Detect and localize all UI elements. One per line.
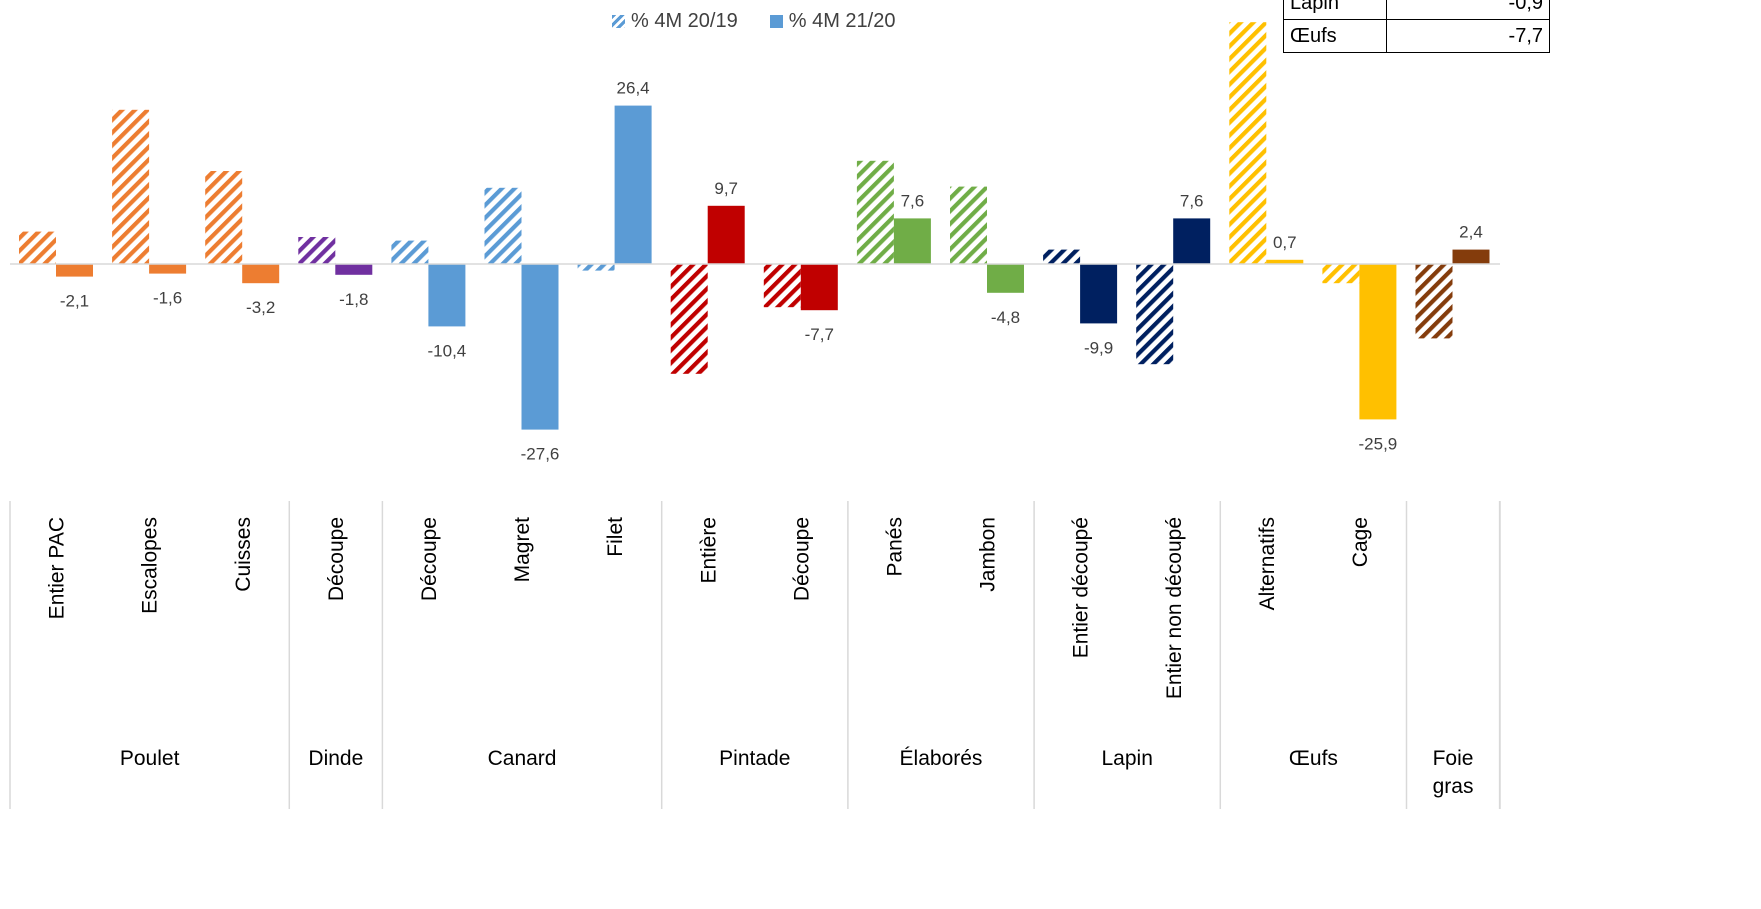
bar-series1	[763, 264, 801, 308]
bar-series1	[205, 171, 243, 264]
bar-series2	[428, 264, 466, 327]
bar-series2	[1080, 264, 1118, 324]
group-label: Lapin	[1102, 747, 1153, 770]
inset-table: Lapin -0,9 Œufs -7,7	[1283, 0, 1550, 53]
data-label: 26,4	[617, 79, 650, 98]
bar-series1	[1322, 264, 1360, 284]
category-label: Escalopes	[139, 517, 162, 614]
group-label: Œufs	[1289, 747, 1338, 770]
inset-label: Lapin	[1283, 0, 1387, 20]
bar-series1	[112, 109, 150, 264]
group-label: Pintade	[719, 747, 790, 770]
category-label: Découpe	[418, 517, 441, 601]
group-label: Canard	[488, 747, 557, 770]
bar-series2	[1452, 249, 1490, 264]
bar-series2	[1173, 218, 1211, 264]
group-label: Poulet	[120, 747, 180, 770]
inset-row: Lapin -0,9	[1283, 0, 1550, 20]
inset-value: -7,7	[1386, 19, 1550, 53]
data-label: 7,6	[901, 191, 925, 210]
category-label: Cuisses	[232, 517, 255, 592]
category-axis: Entier PAC Escalopes Cuisses Découpe Découpe…	[9, 263, 1501, 809]
bar-series2	[56, 264, 93, 277]
data-label: -10,4	[428, 341, 467, 360]
legend-label-series2: % 4M 21/20	[788, 10, 896, 32]
bar-series2	[707, 205, 745, 264]
data-labels-layer: -2,1 -1,6 -3,2 -1,8 -10,4 -27,6 26,4 9,7 -7,7 7,6…	[60, 79, 1483, 464]
bar-series2	[893, 218, 931, 264]
bar-series1	[1415, 264, 1453, 339]
category-label: Panés	[883, 517, 906, 577]
legend-item-series1: % 4M 20/19	[612, 10, 738, 33]
category-label: Cage	[1349, 517, 1372, 567]
bar-series1	[856, 160, 894, 264]
bar-series2	[800, 264, 838, 311]
category-label: Jambon	[977, 517, 1000, 592]
category-label: Entier PAC	[46, 517, 69, 619]
data-label: -2,1	[60, 292, 89, 311]
bar-series1	[950, 186, 987, 264]
data-label: -25,9	[1359, 434, 1398, 453]
legend-item-series2: % 4M 21/20	[769, 10, 896, 33]
bars-layer	[19, 22, 1490, 430]
category-label: Entier non découpé	[1163, 517, 1186, 699]
inset-row: Œufs -7,7	[1283, 19, 1550, 53]
data-label: -9,9	[1084, 338, 1113, 357]
data-label: 2,4	[1459, 223, 1483, 242]
legend-label-series1: % 4M 20/19	[631, 10, 738, 32]
legend: % 4M 20/19 % 4M 21/20	[612, 10, 895, 33]
bar-series2	[987, 264, 1024, 293]
group-label: Dinde	[308, 747, 363, 770]
category-label: Filet	[604, 517, 627, 557]
data-label: -1,8	[339, 290, 368, 309]
bar-series2	[335, 264, 373, 275]
data-label: 7,6	[1180, 191, 1204, 210]
bar-series1	[670, 264, 708, 374]
category-label: Magret	[511, 517, 534, 583]
bar-series1	[1136, 264, 1174, 365]
data-label: -27,6	[521, 445, 560, 464]
bar-series1	[19, 231, 56, 264]
legend-swatch-solid	[769, 15, 783, 28]
category-label: Entier découpé	[1070, 517, 1093, 658]
data-label: -7,7	[805, 325, 834, 344]
data-label: -3,2	[246, 298, 275, 317]
bar-series1	[577, 264, 615, 271]
data-label: -4,8	[991, 308, 1020, 327]
bar-series2	[1266, 259, 1304, 264]
bar-series1	[1043, 249, 1081, 264]
bar-series1	[298, 237, 336, 264]
inset-value: -0,9	[1386, 0, 1550, 20]
data-label: 0,7	[1273, 233, 1297, 252]
bar-series1	[484, 187, 522, 264]
group-label: Élaborés	[900, 747, 983, 770]
legend-swatch-hatched	[612, 15, 625, 28]
data-label: 9,7	[714, 179, 738, 198]
group-label: Foie gras	[1433, 747, 1474, 798]
category-label: Découpe	[325, 517, 348, 601]
bar-series1	[1229, 22, 1267, 265]
bar-series2	[149, 264, 187, 274]
category-label: Alternatifs	[1256, 517, 1279, 610]
data-label: -1,6	[153, 289, 182, 308]
bar-series2	[521, 264, 559, 430]
bar-series2	[242, 264, 280, 284]
bar-series2	[614, 105, 652, 264]
bar-series1	[391, 240, 429, 264]
category-label: Découpe	[790, 517, 813, 601]
category-label: Entière	[697, 517, 720, 584]
bar-series2	[1359, 264, 1397, 420]
inset-label: Œufs	[1283, 19, 1387, 53]
